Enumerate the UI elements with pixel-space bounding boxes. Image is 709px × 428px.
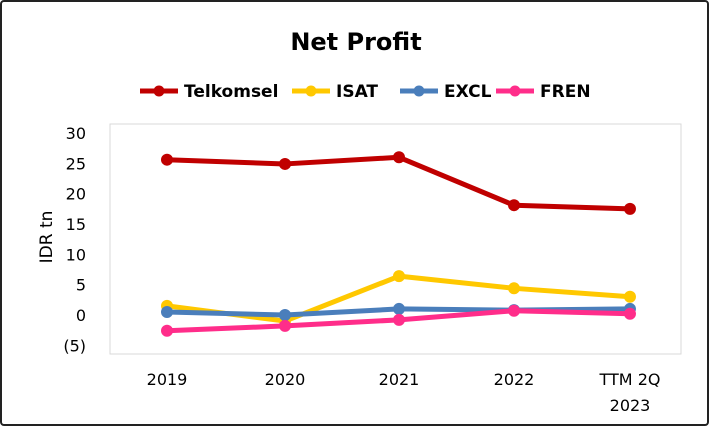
x-tick-label: 2019 xyxy=(147,370,188,389)
x-tick-label: 2021 xyxy=(379,370,420,389)
legend-item-isat: ISAT xyxy=(292,82,378,102)
y-tick-label: 25 xyxy=(66,154,86,173)
y-tick-label: 30 xyxy=(66,124,86,143)
y-tick-label: 0 xyxy=(76,306,86,325)
data-point xyxy=(161,324,173,337)
data-point xyxy=(508,199,520,212)
chart-title: Net Profit xyxy=(290,28,421,56)
data-point xyxy=(624,290,636,303)
plot-area xyxy=(109,123,682,355)
data-point xyxy=(279,319,291,332)
legend-marker xyxy=(305,85,317,97)
y-axis-ticks: 30 25 20 15 10 5 0 (5) xyxy=(63,124,86,355)
legend-marker xyxy=(153,85,165,97)
data-point xyxy=(161,305,173,318)
data-point xyxy=(393,151,405,164)
data-point xyxy=(161,153,173,166)
data-point xyxy=(508,282,520,295)
legend-marker xyxy=(413,85,425,97)
legend-label: ISAT xyxy=(336,82,378,102)
legend-label: Telkomsel xyxy=(184,82,278,102)
legend: Telkomsel ISAT EXCL FREN xyxy=(140,82,591,102)
y-axis-label: IDR tn xyxy=(37,211,57,264)
x-tick-label: TTM 2Q xyxy=(599,370,661,389)
x-tick-label: 2020 xyxy=(265,370,306,389)
series-fren xyxy=(161,304,636,337)
series-telkomsel xyxy=(161,151,636,215)
y-tick-label: 20 xyxy=(66,185,86,204)
data-point xyxy=(624,307,636,320)
data-point xyxy=(279,157,291,170)
x-tick-label: 2023 xyxy=(610,396,651,415)
series-line xyxy=(166,154,631,212)
data-point xyxy=(624,202,636,215)
data-point xyxy=(508,304,520,317)
data-point xyxy=(279,309,291,321)
legend-item-fren: FREN xyxy=(496,82,591,102)
y-tick-label: 15 xyxy=(66,215,86,234)
legend-marker xyxy=(509,85,521,97)
data-point xyxy=(393,270,405,283)
data-point xyxy=(393,313,405,326)
legend-label: FREN xyxy=(540,82,591,102)
x-tick-label: 2022 xyxy=(494,370,535,389)
x-axis-ticks: 2019 2020 2021 2022 TTM 2Q 2023 xyxy=(147,370,661,415)
series-lines xyxy=(161,151,636,337)
legend-item-excl: EXCL xyxy=(400,82,492,102)
data-point xyxy=(393,302,405,315)
legend-label: EXCL xyxy=(444,82,492,102)
y-tick-label: 5 xyxy=(76,276,86,295)
y-tick-label: (5) xyxy=(63,336,86,355)
legend-item-telkomsel: Telkomsel xyxy=(140,82,278,102)
y-tick-label: 10 xyxy=(66,245,86,264)
